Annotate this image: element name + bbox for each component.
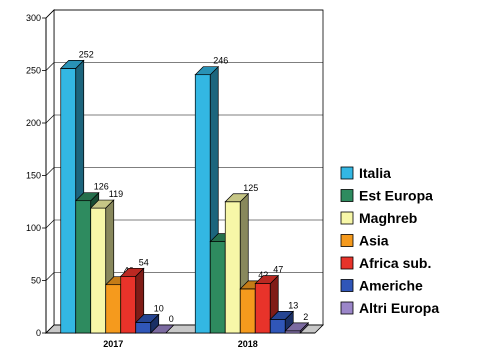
y-tick-label: 50 bbox=[31, 276, 41, 286]
bar bbox=[225, 202, 240, 333]
bar bbox=[76, 201, 91, 333]
bar bbox=[91, 208, 106, 333]
bar bbox=[240, 289, 255, 333]
data-label: 54 bbox=[139, 257, 149, 267]
y-tick-label: 0 bbox=[36, 328, 41, 338]
bar bbox=[210, 242, 225, 333]
legend-label: Asia bbox=[359, 233, 389, 249]
legend-label: Americhe bbox=[359, 278, 423, 294]
data-label: 13 bbox=[288, 300, 298, 310]
legend-swatch bbox=[341, 302, 353, 314]
bar bbox=[270, 319, 285, 333]
data-label: 2 bbox=[303, 312, 308, 322]
x-tick-label: 2017 bbox=[103, 339, 123, 349]
data-label: 125 bbox=[243, 183, 258, 193]
y-tick-label: 300 bbox=[26, 13, 41, 23]
data-label: 47 bbox=[273, 265, 283, 275]
legend-label: Est Europa bbox=[359, 188, 433, 204]
y-tick-label: 200 bbox=[26, 118, 41, 128]
legend-swatch bbox=[341, 190, 353, 202]
y-tick-label: 100 bbox=[26, 223, 41, 233]
legend-label: Italia bbox=[359, 165, 391, 181]
legend-swatch bbox=[341, 257, 353, 269]
data-label: 0 bbox=[169, 314, 174, 324]
y-tick-label: 150 bbox=[26, 171, 41, 181]
legend-swatch bbox=[341, 212, 353, 224]
bar bbox=[136, 323, 151, 334]
legend-label: Africa sub. bbox=[359, 255, 431, 271]
bar bbox=[61, 68, 76, 333]
data-label: 246 bbox=[213, 56, 228, 66]
bar bbox=[255, 284, 270, 333]
legend-label: Altri Europa bbox=[359, 300, 439, 316]
legend-swatch bbox=[341, 167, 353, 179]
legend-swatch bbox=[341, 280, 353, 292]
data-label: 119 bbox=[109, 189, 123, 199]
y-tick-label: 250 bbox=[26, 66, 41, 76]
bar bbox=[121, 276, 136, 333]
data-label: 10 bbox=[154, 304, 164, 314]
data-label: 126 bbox=[94, 182, 109, 192]
x-tick-label: 2018 bbox=[238, 339, 258, 349]
legend-swatch bbox=[341, 235, 353, 247]
bar bbox=[195, 75, 210, 333]
legend-label: Maghreb bbox=[359, 210, 417, 226]
data-label: 252 bbox=[79, 49, 94, 59]
bar bbox=[106, 285, 121, 333]
